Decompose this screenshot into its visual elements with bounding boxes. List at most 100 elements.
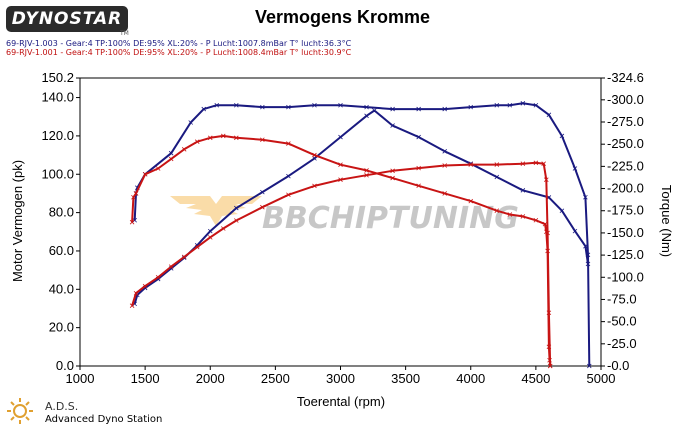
y-tick-label: 40.0 — [49, 281, 74, 296]
data-point — [364, 104, 369, 110]
y-tick-label: 150.2 — [41, 70, 74, 85]
data-point — [312, 152, 317, 158]
data-point — [132, 217, 137, 223]
x-tick-label: 1000 — [66, 371, 95, 386]
y2-tick-label: -250.0 — [607, 136, 644, 151]
y-tick-label: 80.0 — [49, 205, 74, 220]
data-point — [546, 112, 552, 118]
chart-axes: 1000 1500 2000 2500 3000 3500 4000 4500 5000 0.0 2… — [41, 70, 643, 386]
data-point — [442, 106, 447, 112]
data-point — [442, 149, 447, 154]
data-point — [520, 188, 526, 193]
x-tick-label: 4500 — [521, 371, 550, 386]
y2-tick-label: -0.0 — [607, 358, 629, 373]
data-point — [207, 228, 213, 234]
data-point — [416, 183, 421, 189]
data-point — [338, 134, 343, 140]
data-point — [201, 106, 207, 112]
data-point — [194, 244, 200, 250]
data-point — [234, 135, 239, 141]
x-tick-label: 5000 — [587, 371, 616, 386]
y-tick-label: 20.0 — [49, 320, 74, 335]
y2-tick-label: -50.0 — [607, 314, 637, 329]
data-point — [520, 161, 526, 166]
data-point — [533, 217, 539, 223]
data-point — [416, 106, 421, 112]
y2-tick-label: -200.0 — [607, 181, 644, 196]
data-point — [181, 254, 187, 260]
data-point — [442, 191, 447, 196]
y-axis-label: Motor Vermogen (pk) — [10, 160, 25, 282]
y-tick-label: 0.0 — [56, 358, 74, 373]
data-point — [494, 208, 500, 213]
bbchiptuning-watermark: BBCHIPTUNING — [170, 196, 519, 236]
data-point — [286, 173, 291, 179]
y2-tick-label: -324.6 — [607, 70, 644, 85]
data-point — [520, 214, 526, 219]
data-point — [547, 363, 553, 369]
data-point — [234, 218, 239, 223]
y2-tick-label: -125.0 — [607, 247, 644, 262]
data-point — [133, 290, 139, 296]
chart-title: Vermogens Kromme — [254, 7, 431, 27]
data-point — [494, 174, 500, 180]
data-point — [559, 208, 565, 214]
x-tick-label: 2000 — [196, 371, 225, 386]
data-point — [533, 160, 539, 166]
data-point — [390, 168, 395, 174]
run-info-2: 69-RJV-1.001 - Gear:4 TP:100% DE:95% XL:… — [6, 48, 352, 57]
data-point — [188, 120, 193, 125]
data-point — [260, 189, 265, 195]
y-tick-label: 120.0 — [41, 128, 74, 143]
chart-series — [129, 101, 592, 369]
y2-tick-label: -225.0 — [607, 158, 644, 173]
data-point — [142, 171, 148, 177]
data-point — [260, 137, 265, 143]
data-point — [364, 113, 369, 119]
data-point — [572, 228, 578, 234]
data-point — [312, 102, 317, 108]
data-point — [442, 163, 447, 168]
data-point — [468, 162, 474, 167]
data-point — [586, 363, 592, 369]
data-point — [133, 191, 139, 196]
data-point — [142, 283, 148, 289]
data-point — [286, 104, 291, 110]
y2-tick-label: -75.0 — [607, 291, 637, 306]
data-point — [168, 156, 174, 162]
ads-full-name: Advanced Dyno Station — [45, 414, 163, 425]
data-point — [155, 274, 161, 280]
data-point — [507, 212, 513, 217]
y-tick-label: 100.0 — [41, 166, 74, 181]
data-point — [214, 102, 220, 108]
dynostar-logo: DYNOSTAR — [6, 6, 128, 32]
data-point — [545, 230, 550, 236]
data-point — [583, 194, 588, 200]
ads-sun-icon — [7, 398, 33, 424]
data-point — [541, 161, 546, 166]
data-point — [364, 172, 369, 178]
y2-tick-label: -275.0 — [607, 114, 644, 129]
data-point — [194, 139, 200, 144]
x-tick-label: 3000 — [326, 371, 355, 386]
data-point — [390, 106, 395, 112]
x-tick-label: 1500 — [131, 371, 160, 386]
data-point — [372, 108, 377, 113]
y2-tick-label: -150.0 — [607, 225, 644, 240]
data-point — [286, 192, 291, 198]
data-point — [207, 135, 213, 141]
data-point — [416, 165, 421, 171]
data-point — [286, 141, 291, 146]
data-point — [542, 221, 548, 227]
data-point — [583, 243, 588, 249]
data-point — [234, 102, 239, 108]
data-point — [155, 166, 161, 171]
data-point — [494, 102, 500, 108]
y-tick-label: 60.0 — [49, 243, 74, 258]
data-point — [494, 162, 500, 167]
data-point — [544, 177, 549, 182]
data-point — [338, 162, 343, 167]
data-point — [572, 166, 578, 171]
data-point — [390, 123, 395, 128]
